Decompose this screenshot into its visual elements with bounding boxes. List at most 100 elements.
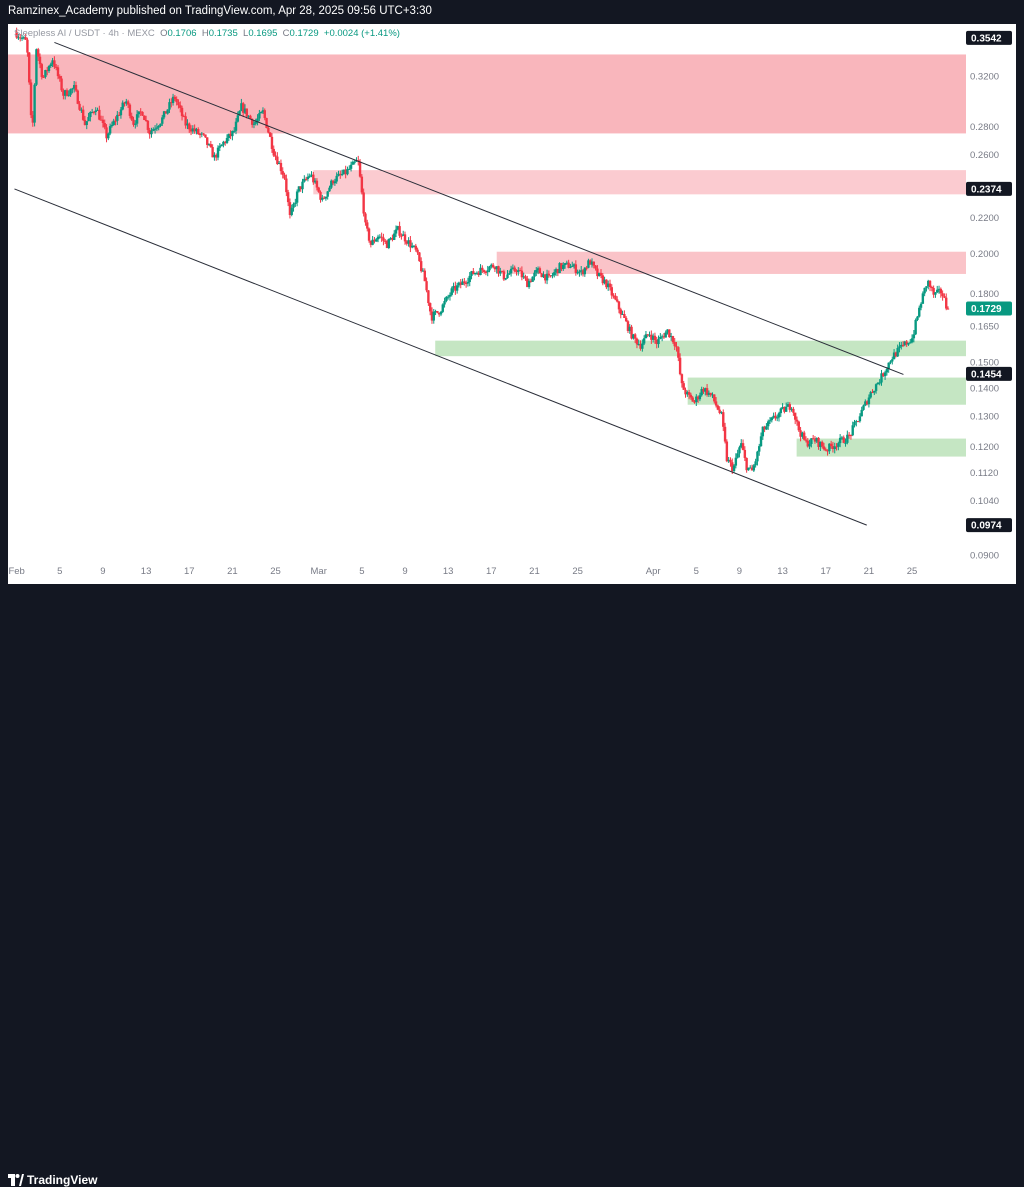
candle-down bbox=[319, 191, 322, 200]
x-tick-label: 25 bbox=[907, 566, 918, 577]
candle-up bbox=[637, 343, 640, 345]
candle-down bbox=[198, 134, 202, 136]
candle-up bbox=[542, 274, 545, 278]
candle-down bbox=[626, 321, 630, 331]
candle-up bbox=[252, 123, 256, 125]
candle-down bbox=[385, 241, 389, 249]
candle-up bbox=[200, 133, 204, 135]
candle-up bbox=[509, 268, 513, 274]
candle-down bbox=[241, 103, 245, 113]
candle-up bbox=[443, 301, 446, 305]
candle-up bbox=[934, 292, 937, 295]
candle-up bbox=[738, 447, 741, 454]
candle-down bbox=[718, 409, 721, 413]
candle-up bbox=[885, 368, 889, 373]
candle-down bbox=[594, 265, 597, 269]
candle-down bbox=[484, 272, 488, 274]
candle-down bbox=[206, 137, 209, 145]
candle-up bbox=[641, 343, 644, 349]
candle-down bbox=[491, 264, 495, 268]
candle-up bbox=[833, 446, 836, 450]
candle-up bbox=[259, 112, 263, 114]
y-tick-label: 0.1650 bbox=[970, 322, 999, 333]
candle-down bbox=[822, 446, 826, 450]
candle-up bbox=[85, 121, 88, 125]
y-tick-label: 0.1400 bbox=[970, 384, 999, 395]
candle-down bbox=[272, 148, 275, 156]
candle-down bbox=[416, 249, 419, 253]
candle-up bbox=[664, 332, 667, 338]
candle-up bbox=[108, 126, 112, 134]
candle-up bbox=[517, 270, 520, 272]
candle-up bbox=[161, 117, 164, 124]
candle-up bbox=[153, 128, 157, 130]
candle-up bbox=[867, 397, 871, 405]
candle-up bbox=[772, 415, 775, 418]
candle-up bbox=[290, 207, 293, 215]
candle-down bbox=[414, 245, 417, 250]
candle-up bbox=[455, 285, 459, 291]
candle-up bbox=[862, 405, 865, 410]
candle-down bbox=[143, 115, 146, 121]
candle-down bbox=[430, 311, 434, 321]
candle-up bbox=[648, 334, 651, 336]
candle-up bbox=[90, 111, 94, 113]
candle-up bbox=[44, 70, 47, 78]
candle-down bbox=[682, 383, 685, 390]
candle-down bbox=[170, 102, 173, 104]
candle-down bbox=[826, 450, 829, 452]
candle-down bbox=[268, 132, 272, 137]
candle-down bbox=[148, 129, 151, 135]
candle-down bbox=[425, 281, 428, 291]
price-badge-label: 0.3542 bbox=[971, 33, 1002, 44]
candle-down bbox=[202, 133, 205, 135]
candle-up bbox=[819, 441, 822, 447]
candle-up bbox=[258, 113, 261, 119]
candle-up bbox=[786, 404, 790, 407]
candle-up bbox=[295, 191, 299, 203]
candle-down bbox=[398, 226, 401, 236]
candlestick-chart[interactable]: 0.0900 0.1040 0.1120 0.1200 0.1300 0.1400 0.15… bbox=[8, 24, 1016, 584]
candle-up bbox=[348, 168, 351, 170]
candle-down bbox=[894, 352, 898, 357]
candle-down bbox=[276, 156, 279, 165]
candle-down bbox=[245, 108, 248, 117]
candle-down bbox=[123, 102, 126, 104]
candle-down bbox=[689, 394, 693, 398]
candle-down bbox=[630, 326, 633, 339]
candle-down bbox=[331, 180, 335, 184]
y-tick-label: 0.2600 bbox=[970, 150, 999, 161]
candle-up bbox=[495, 266, 498, 270]
y-tick-label: 0.0900 bbox=[970, 550, 999, 561]
candle-down bbox=[175, 98, 178, 103]
candle-down bbox=[928, 280, 932, 288]
candle-down bbox=[285, 178, 288, 193]
candle-up bbox=[704, 388, 707, 392]
candle-down bbox=[42, 76, 45, 78]
candle-down bbox=[382, 237, 385, 241]
candle-down bbox=[518, 270, 522, 272]
candle-up bbox=[125, 101, 128, 104]
candle-down bbox=[364, 213, 367, 223]
candle-down bbox=[358, 161, 362, 177]
candle-down bbox=[556, 269, 560, 274]
candle-up bbox=[328, 187, 331, 192]
candle-up bbox=[468, 275, 471, 283]
candle-down bbox=[45, 70, 49, 72]
candle-down bbox=[373, 239, 376, 242]
candle-up bbox=[297, 186, 301, 192]
candle-down bbox=[58, 76, 61, 79]
upper-trend-line[interactable] bbox=[54, 41, 904, 375]
lower-trend-line[interactable] bbox=[14, 188, 867, 526]
candle-down bbox=[865, 401, 869, 405]
candle-up bbox=[243, 108, 247, 113]
candle-down bbox=[793, 412, 797, 420]
candle-up bbox=[470, 271, 473, 276]
candle-up bbox=[606, 283, 610, 288]
chart-area[interactable]: 0.0900 0.1040 0.1120 0.1200 0.1300 0.1400 0.15… bbox=[8, 24, 1016, 584]
open-value: 0.1706 bbox=[167, 28, 197, 39]
candle-up bbox=[891, 359, 894, 362]
candle-up bbox=[119, 109, 123, 116]
candle-down bbox=[211, 147, 214, 158]
candle-up bbox=[225, 137, 229, 143]
